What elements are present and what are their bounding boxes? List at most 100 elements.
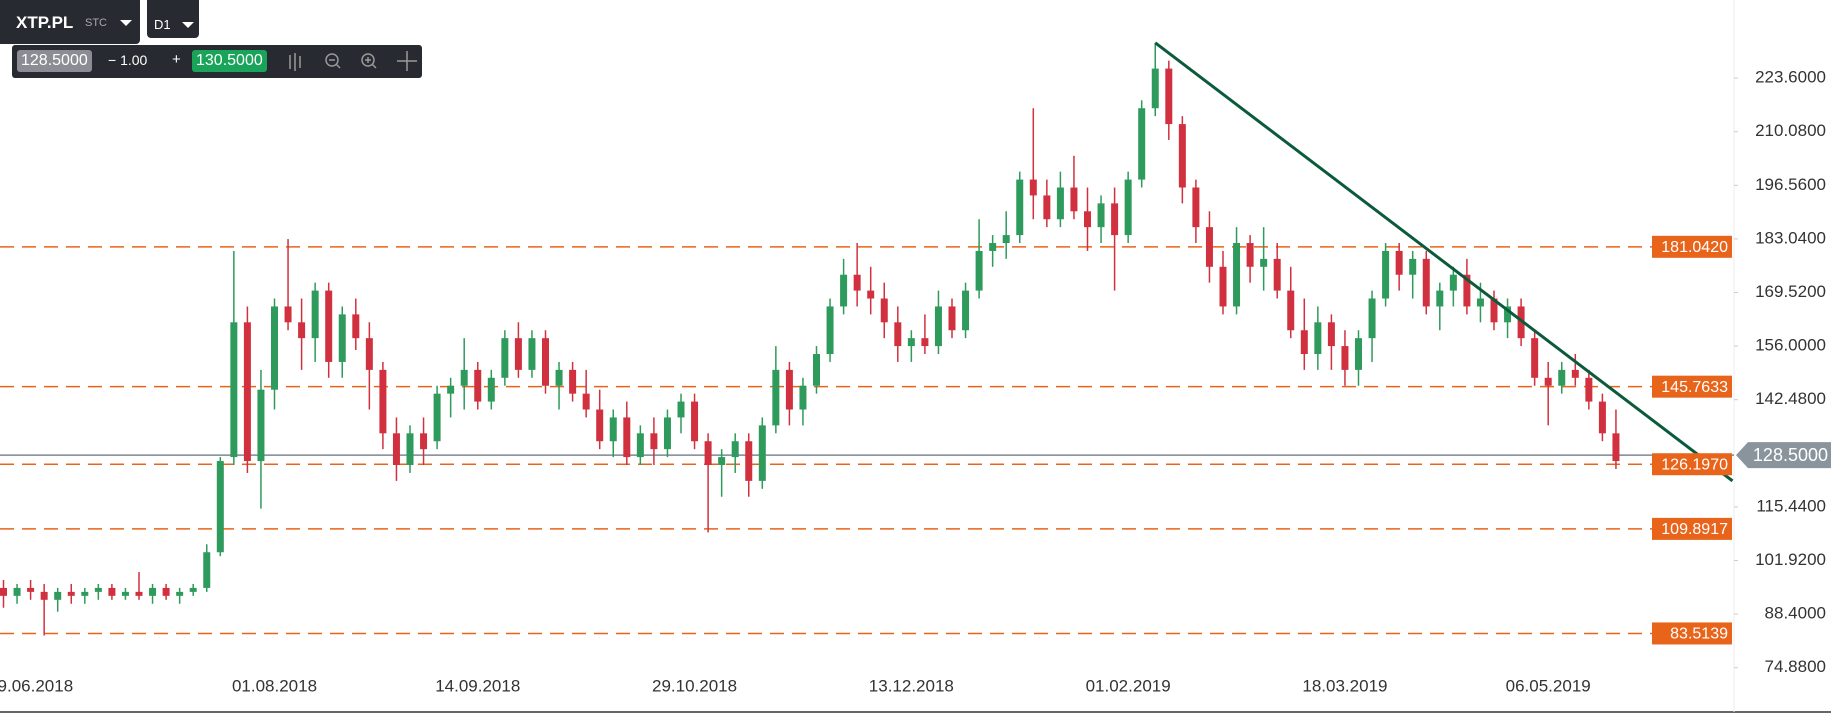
x-tick-label: 01.08.2018 — [232, 676, 317, 695]
candle-body — [1422, 258, 1430, 307]
candle-body — [1151, 68, 1159, 109]
candle-body — [555, 369, 563, 386]
x-tick-label: 14.09.2018 — [435, 676, 520, 695]
candle-body — [271, 306, 278, 390]
candle-body — [1504, 306, 1512, 323]
trade-bar: 128.5000 − 1.00 + 130.5000 — [12, 45, 422, 78]
candle-body — [542, 338, 549, 386]
candle-body — [1070, 187, 1078, 212]
candle-body — [1084, 211, 1091, 228]
candle-body — [514, 338, 522, 370]
y-tick-label: 156.0000 — [1755, 336, 1826, 355]
level-label-box — [1652, 622, 1732, 645]
y-tick-label: 74.8800 — [1765, 657, 1826, 676]
current-price-box — [1736, 442, 1831, 469]
candle-body — [162, 587, 170, 596]
candle-body — [1273, 258, 1281, 291]
candle-body — [447, 385, 455, 394]
candle-body — [1300, 330, 1308, 355]
current-price-label: 128.5000 — [1753, 445, 1828, 465]
candle-body — [176, 591, 184, 596]
candle-body — [758, 425, 766, 481]
y-tick-label: 183.0400 — [1755, 228, 1826, 247]
candle-body — [1327, 322, 1335, 347]
candle-body — [338, 314, 346, 362]
y-tick-label: 101.9200 — [1755, 550, 1826, 569]
candle-body — [1178, 124, 1186, 188]
candle-body — [1124, 179, 1132, 236]
candle-body — [1544, 377, 1552, 386]
candle-body — [1463, 274, 1471, 307]
candle-body — [298, 322, 306, 339]
candle-body — [474, 369, 482, 402]
candle-body — [745, 441, 753, 481]
dropdown-arrow — [120, 20, 132, 32]
candle-body — [1368, 298, 1376, 339]
level-label: 109.8917 — [1661, 521, 1728, 538]
candle-body — [691, 401, 699, 442]
zoom-out-icon[interactable] — [325, 53, 339, 67]
x-tick-label: 18.03.2019 — [1302, 676, 1387, 695]
candle-body — [826, 306, 834, 355]
candle-body — [149, 587, 157, 596]
candle-body — [907, 338, 915, 347]
candle-body — [962, 290, 970, 331]
volume[interactable]: − 1.00 — [108, 52, 148, 68]
plus[interactable]: + — [172, 51, 181, 68]
bid[interactable]: 128.5000 — [17, 50, 92, 72]
candle-body — [94, 587, 102, 592]
candle-body — [365, 338, 373, 370]
candle-body — [989, 243, 997, 251]
x-tick-label: 29.10.2018 — [652, 676, 737, 695]
interval-box[interactable]: D1 — [147, 0, 199, 38]
candle-body — [1043, 195, 1051, 220]
candle-body — [1341, 346, 1349, 370]
candle-body — [704, 441, 712, 466]
candle-body — [0, 587, 7, 596]
candle-body — [284, 306, 292, 323]
x-tick-label: 19.06.2018 — [0, 676, 73, 695]
candle-body — [1585, 377, 1593, 402]
chart-type-icon[interactable] — [289, 53, 301, 71]
zoom-in-icon[interactable] — [361, 53, 375, 67]
candle-body — [1016, 179, 1024, 236]
candle-body — [1571, 369, 1579, 378]
candle-body — [921, 338, 929, 347]
dropdown-arrow — [182, 22, 194, 34]
candle-body — [379, 369, 387, 434]
candle-body — [54, 591, 62, 600]
candle-body — [352, 314, 360, 339]
x-tick-label: 13.12.2018 — [869, 676, 954, 695]
candle-body — [501, 338, 509, 378]
candle-body — [40, 591, 48, 600]
candle-body — [840, 274, 848, 307]
y-tick-label: 223.6000 — [1755, 68, 1826, 87]
candle-body — [1612, 433, 1620, 462]
symbol-box[interactable]: XTP.PL STC — [0, 0, 140, 44]
candle-body — [623, 417, 631, 458]
candle-body — [216, 461, 224, 553]
x-tick-label: 01.02.2019 — [1086, 676, 1171, 695]
candle-body — [1192, 187, 1200, 228]
level-label: 126.1970 — [1661, 456, 1728, 473]
level-label-box — [1652, 517, 1732, 540]
candle-body — [121, 591, 129, 596]
candle-body — [1598, 401, 1606, 434]
candle-body — [243, 322, 251, 462]
candle-body — [1056, 187, 1064, 220]
y-tick-label: 196.5600 — [1755, 175, 1826, 194]
candle-body — [1558, 369, 1566, 386]
candle-body — [67, 591, 75, 596]
candle-body — [1165, 68, 1173, 125]
symbol: XTP.PL — [16, 13, 74, 32]
candle-body — [1246, 243, 1254, 267]
candle-body — [1314, 322, 1322, 355]
candle-body — [569, 369, 577, 394]
y-tick-label: 142.4800 — [1755, 389, 1826, 408]
candle-body — [528, 338, 536, 370]
ask[interactable]: 130.5000 — [192, 50, 267, 72]
level-label: 181.0420 — [1661, 239, 1728, 256]
move-icon[interactable] — [397, 51, 417, 71]
level-label-box — [1652, 235, 1732, 258]
candle-body — [731, 441, 739, 458]
